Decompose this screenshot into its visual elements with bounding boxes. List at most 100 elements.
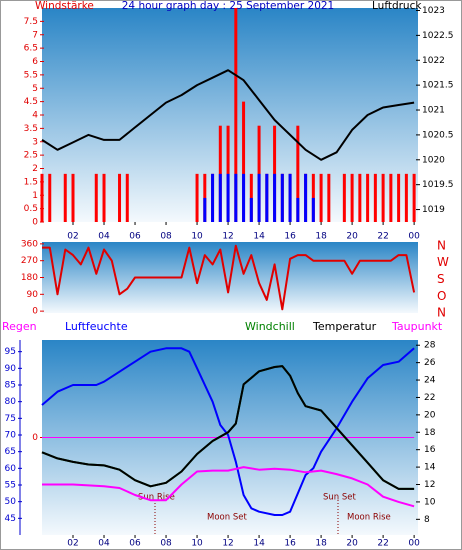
y2-tick-label: 18: [424, 428, 436, 438]
wind-bar: [412, 173, 416, 222]
wind-bar: [242, 173, 246, 222]
x-tick-label: 08: [160, 539, 172, 549]
wind-bar: [342, 173, 346, 222]
wind-bar: [40, 173, 44, 222]
wind-bar: [373, 173, 377, 222]
panel-wind: [42, 8, 418, 222]
y-tick-label: 2: [32, 164, 38, 174]
y2-tick-label: 14: [424, 463, 436, 473]
wind-bar: [404, 173, 408, 222]
wind-bar: [296, 197, 300, 222]
x-tick-label: 10: [191, 539, 203, 549]
direction-label: N: [437, 306, 446, 320]
y2-tick-label: 1019: [422, 205, 445, 215]
chart-title: 24 hour graph day : 25 September 2021: [122, 0, 334, 12]
y-tick-label: 6.5: [24, 44, 38, 54]
wind-bar: [265, 173, 269, 222]
x-tick-label: 04: [98, 539, 110, 549]
direction-label: N: [437, 238, 446, 252]
x-tick-label: 22: [377, 539, 388, 549]
y-tick-label: 3: [32, 137, 38, 147]
direction-label: O: [437, 289, 446, 303]
wind-bar: [195, 173, 199, 222]
y2-tick-label: 1020.5: [422, 130, 454, 140]
wind-bar: [311, 197, 315, 222]
y-tick-label: 90: [5, 364, 17, 374]
wind-bar: [280, 173, 284, 222]
annotation: Moon Set: [207, 513, 247, 523]
x-tick-label: 20: [346, 539, 358, 549]
direction-label: S: [437, 272, 445, 286]
y-tick-label: 1.5: [24, 177, 38, 187]
y2-tick-label: 1020: [422, 155, 445, 165]
x-tick-label: 02: [67, 232, 78, 242]
y3-tick-label: 0: [32, 433, 38, 443]
wind-bar: [203, 197, 207, 222]
pressure-label: Luftdruck: [372, 0, 422, 12]
y2-tick-label: 1023: [422, 6, 445, 16]
y2-tick-label: 8: [424, 515, 430, 525]
wind-bar: [381, 173, 385, 222]
series-line: [41, 365, 415, 490]
x-tick-label: 12: [222, 232, 233, 242]
y2-tick-label: 1022: [422, 56, 445, 66]
x-tick-label: 04: [98, 232, 110, 242]
legend-entry: Regen: [2, 320, 37, 333]
x-tick-label: 18: [315, 539, 327, 549]
series-line: [42, 466, 415, 508]
x-tick-label: 14: [253, 539, 265, 549]
wind-bar: [218, 173, 222, 222]
y-tick-label: 0: [32, 218, 38, 228]
wind-bar: [273, 173, 277, 222]
legend-entry: Temperatur: [312, 320, 377, 333]
legend-entry: Luftfeuchte: [65, 320, 128, 333]
legend-entry: Taupunkt: [391, 320, 443, 333]
wind-bar: [397, 173, 401, 222]
y-tick-label: 95: [5, 347, 16, 357]
series-line: [41, 69, 415, 161]
y-tick-label: 0: [32, 307, 38, 317]
x-tick-label: 16: [284, 539, 296, 549]
y-tick-label: 70: [5, 431, 17, 441]
y2-tick-label: 16: [424, 445, 436, 455]
y-tick-label: 50: [5, 497, 17, 507]
wind-bar: [118, 173, 122, 222]
x-tick-label: 12: [222, 539, 233, 549]
wind-bar: [296, 125, 300, 222]
legend-entry: Windchill: [245, 320, 295, 333]
wind-bar: [234, 173, 238, 222]
y-tick-label: 5: [32, 84, 38, 94]
wind-label: Windstärke: [35, 0, 94, 12]
x-tick-label: 08: [160, 232, 172, 242]
y2-tick-label: 1021: [422, 106, 445, 116]
wind-bar: [242, 101, 246, 222]
x-tick-label: 06: [129, 539, 141, 549]
wind-bar: [94, 173, 98, 222]
y2-tick-label: 1022.5: [422, 31, 454, 41]
annotation: Moon Rise: [347, 513, 391, 523]
wind-bar: [350, 173, 354, 222]
wind-bar: [71, 173, 75, 222]
wind-bar: [211, 173, 215, 222]
y2-tick-label: 28: [424, 341, 436, 351]
y-tick-label: 60: [5, 464, 17, 474]
y-tick-label: 3.5: [24, 124, 38, 134]
wind-bar: [366, 173, 370, 222]
y-tick-label: 2.5: [24, 151, 38, 161]
x-tick-label: 14: [253, 232, 265, 242]
y-tick-label: 7.5: [24, 17, 38, 27]
y-tick-label: 270: [21, 256, 38, 266]
wind-bar: [48, 173, 52, 222]
wind-bar: [327, 173, 331, 222]
wind-bar: [319, 173, 323, 222]
y-tick-label: 85: [5, 381, 16, 391]
y-tick-label: 90: [27, 290, 39, 300]
wind-bar: [63, 173, 67, 222]
y-tick-label: 4: [32, 111, 38, 121]
wind-bar: [102, 173, 106, 222]
y-tick-label: 4.5: [24, 97, 38, 107]
y2-tick-label: 12: [424, 480, 435, 490]
annotation: Sun Rise: [138, 493, 175, 503]
y-tick-label: 65: [5, 447, 16, 457]
y-tick-label: 75: [5, 414, 16, 424]
